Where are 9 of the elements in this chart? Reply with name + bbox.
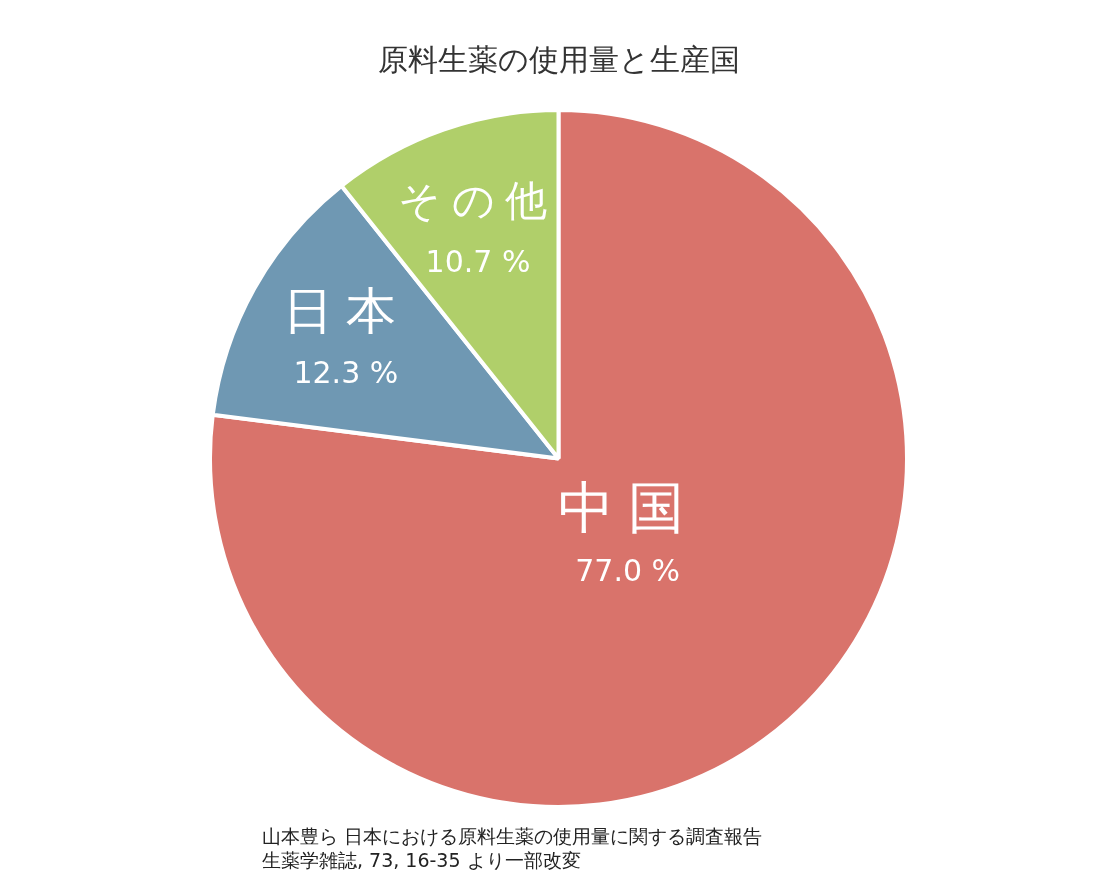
text: 山本豊ら 日本における原料生薬の使用量に関する調査報告	[262, 824, 763, 847]
text: 生薬学雑誌, 73, 16-35 より一部改変	[262, 848, 581, 871]
chart-title: 原料生薬の使用量と生産国	[377, 41, 740, 77]
data-label: 10.7 %	[425, 244, 531, 279]
slice-label: その他	[398, 176, 558, 226]
slice-label: 日本	[283, 281, 409, 340]
data-label: 12.3 %	[293, 354, 399, 390]
slice-label: 中国	[557, 475, 698, 541]
data-label: 77.0 %	[575, 552, 681, 588]
